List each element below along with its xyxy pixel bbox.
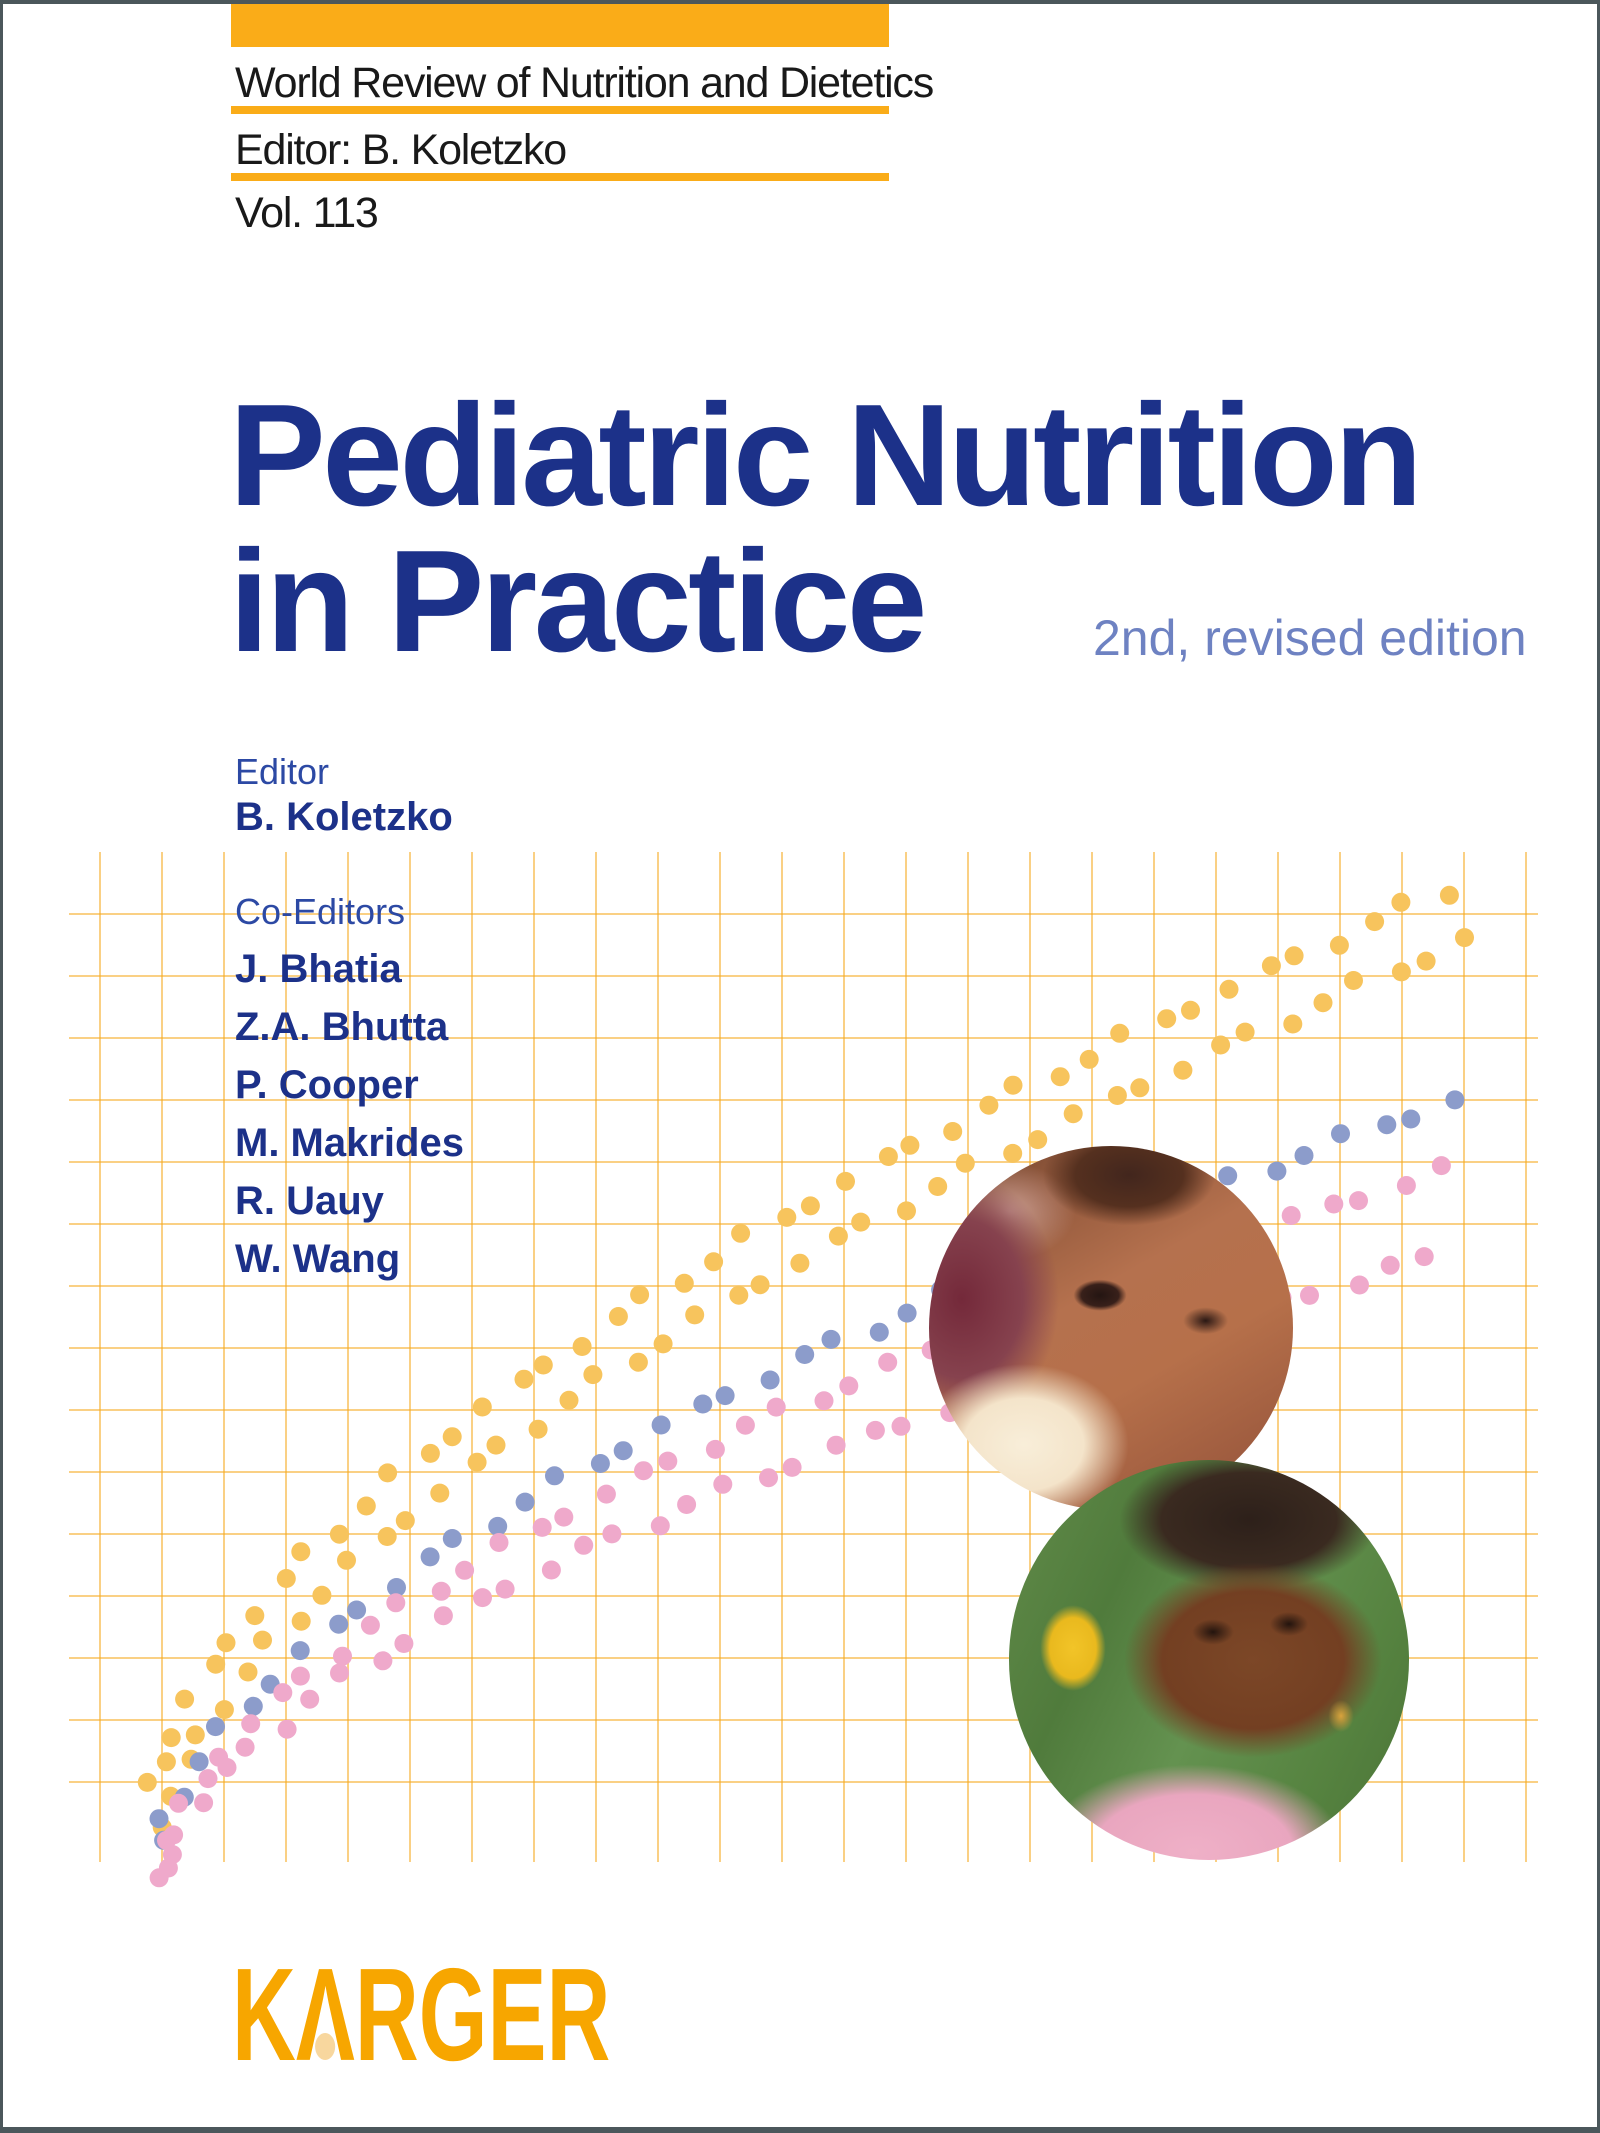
percentile-yellow-2 xyxy=(152,928,1474,1837)
percentile-blue xyxy=(149,1090,1465,1850)
co-editor-name: Z.A. Bhutta xyxy=(235,1005,449,1049)
series-divider-2 xyxy=(231,173,889,181)
co-editors-label: Co-Editors xyxy=(235,891,406,932)
co-editor-name: J. Bhatia xyxy=(235,947,402,991)
percentile-yellow-top xyxy=(137,885,1459,1792)
co-editor-name: W. Wang xyxy=(235,1237,401,1281)
series-editor: Editor: B. Koletzko xyxy=(235,126,567,174)
series-title: World Review of Nutrition and Dietetics xyxy=(235,59,934,107)
publisher-logo-lambda: Λ xyxy=(295,1941,355,2088)
co-editor-name: P. Cooper xyxy=(235,1063,419,1107)
photo-toddler-face xyxy=(929,1146,1293,1510)
publisher-logo: KΛRGER xyxy=(232,1949,610,2081)
karger-a-dot-icon xyxy=(315,2033,336,2060)
series-header-bar xyxy=(231,4,889,47)
co-editor-name: M. Makrides xyxy=(235,1121,464,1165)
series-volume: Vol. 113 xyxy=(235,189,379,237)
editor-name: B. Koletzko xyxy=(235,795,453,839)
edition-label: 2nd, revised edition xyxy=(1093,610,1527,666)
publisher-logo-k: K xyxy=(232,1941,296,2088)
co-editor-name: R. Uauy xyxy=(235,1179,384,1223)
editor-label: Editor xyxy=(235,751,330,792)
publisher-logo-rest: RGER xyxy=(354,1941,611,2088)
book-title-line1: Pediatric Nutrition xyxy=(229,374,1423,536)
photo-girl-flower xyxy=(1009,1460,1409,1860)
co-editors-list: J. Bhatia Z.A. Bhutta P. Cooper M. Makri… xyxy=(235,940,464,1288)
series-divider-1 xyxy=(231,106,889,114)
book-title-line2: in Practice xyxy=(229,520,927,682)
book-title: Pediatric Nutrition in Practice xyxy=(229,382,1423,674)
